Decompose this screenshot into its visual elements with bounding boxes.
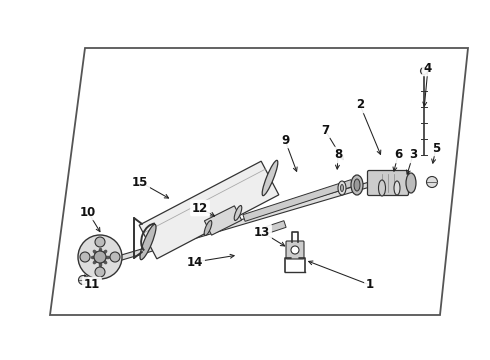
Polygon shape (243, 180, 353, 221)
Text: 14: 14 (187, 256, 203, 269)
Text: 8: 8 (334, 148, 342, 162)
Text: 12: 12 (192, 202, 208, 215)
Circle shape (426, 176, 438, 188)
Ellipse shape (234, 206, 242, 220)
Ellipse shape (341, 184, 343, 192)
Polygon shape (266, 221, 286, 233)
Text: 2: 2 (356, 99, 364, 112)
Circle shape (420, 68, 427, 75)
Ellipse shape (378, 180, 386, 196)
Polygon shape (119, 175, 396, 260)
Ellipse shape (262, 160, 278, 196)
Polygon shape (204, 206, 242, 235)
Circle shape (94, 251, 106, 263)
Text: 7: 7 (321, 123, 329, 136)
Text: 6: 6 (394, 148, 402, 162)
Ellipse shape (338, 181, 346, 195)
Text: 9: 9 (281, 134, 289, 147)
Circle shape (110, 252, 120, 262)
Text: 13: 13 (254, 225, 270, 238)
Ellipse shape (351, 175, 363, 195)
Circle shape (80, 252, 90, 262)
Ellipse shape (204, 221, 212, 235)
Text: 10: 10 (80, 206, 96, 219)
FancyBboxPatch shape (368, 171, 409, 195)
Text: 3: 3 (409, 148, 417, 162)
Text: 4: 4 (424, 62, 432, 75)
Circle shape (291, 246, 299, 254)
FancyBboxPatch shape (286, 241, 304, 259)
Ellipse shape (406, 173, 416, 193)
Ellipse shape (354, 179, 360, 191)
Polygon shape (139, 161, 279, 259)
Text: 11: 11 (84, 279, 100, 292)
Text: 15: 15 (132, 175, 148, 189)
Circle shape (78, 235, 122, 279)
Text: 1: 1 (366, 279, 374, 292)
Circle shape (95, 237, 105, 247)
Circle shape (78, 275, 88, 284)
Polygon shape (50, 48, 468, 315)
Ellipse shape (140, 224, 156, 260)
Text: 5: 5 (432, 141, 440, 154)
Ellipse shape (394, 181, 400, 195)
Circle shape (95, 267, 105, 277)
